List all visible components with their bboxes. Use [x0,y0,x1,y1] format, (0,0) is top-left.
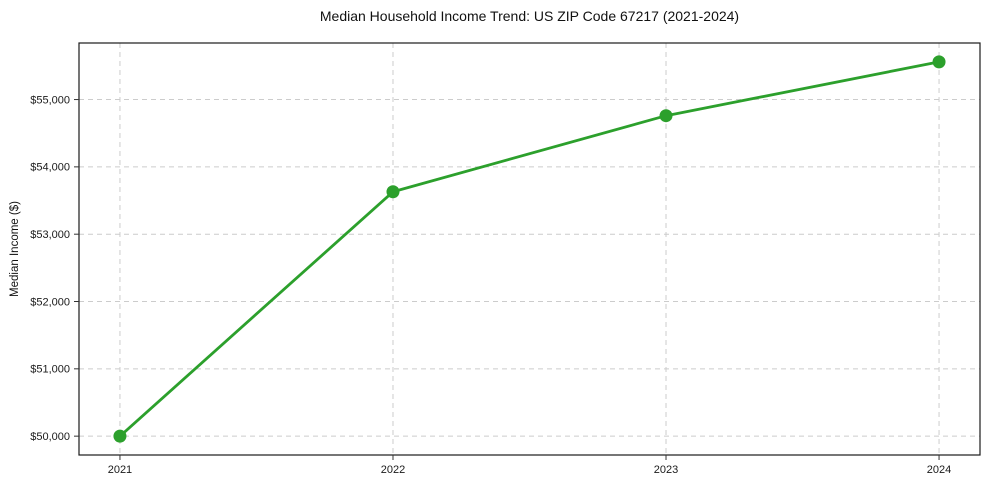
data-point [932,55,946,69]
y-tick-label: $53,000 [30,229,70,241]
y-tick-label: $50,000 [30,431,70,443]
trend-line [118,60,941,438]
data-point [113,429,127,443]
y-tick-label: $55,000 [30,94,70,106]
x-tick-label: 2021 [108,464,132,476]
x-tick-label: 2024 [927,464,951,476]
y-tick-label: $54,000 [30,162,70,174]
x-tick-label: 2022 [381,464,405,476]
data-point [386,185,400,199]
data-point [659,109,673,123]
x-tick-label: 2023 [654,464,678,476]
y-tick-label: $52,000 [30,296,70,308]
chart-title: Median Household Income Trend: US ZIP Co… [319,8,740,24]
y-tick-label: $51,000 [30,364,70,376]
plot-border [78,42,981,456]
